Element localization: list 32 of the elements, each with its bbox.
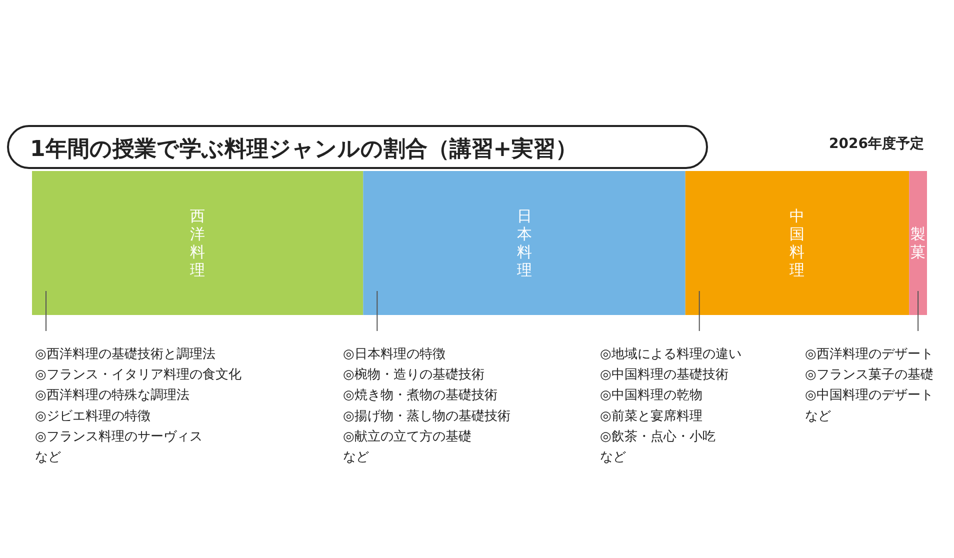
bar [32, 171, 364, 315]
bar [909, 171, 927, 315]
text: ◎焼き物・煮物の基礎技術 [343, 388, 498, 404]
text: など [805, 408, 831, 424]
chart-title: 1年間の授業で学ぶ料理ジャンルの割合（講習+実習） [30, 136, 578, 162]
text: ◎フランス料理のサーヴィス [35, 429, 202, 444]
series-label: 製菓 [910, 225, 926, 261]
text: ◎中国料理の乾物 [600, 388, 702, 404]
text: ◎ジビエ料理の特徴 [35, 408, 150, 424]
text: ◎西洋料理の基礎技術と調理法 [35, 347, 216, 362]
text: など [600, 450, 626, 465]
text: ◎飲茶・点心・小吃 [600, 428, 716, 444]
text: ◎中国料理の基礎技術 [600, 368, 728, 383]
series-label: 日本料理 [516, 207, 532, 279]
series-label: 中国料理 [790, 207, 805, 279]
text: ◎椀物・造りの基礎技術 [343, 368, 484, 383]
text: ◎西洋料理のデザート [805, 347, 934, 362]
text: ◎献立の立て方の基礎 [343, 428, 472, 444]
text: ◎前菜と宴席料理 [600, 408, 702, 424]
text: ◎フランス・イタリア料理の食文化 [35, 368, 242, 383]
text: ◎中国料理のデザート [805, 388, 934, 404]
text: ◎西洋料理の特殊な調理法 [35, 388, 190, 404]
bar [363, 171, 686, 315]
bar [685, 171, 910, 315]
chart-subtitle: 2026年度予定 [829, 135, 924, 152]
text: ◎地域による料理の違い [600, 347, 742, 362]
text: ◎揚げ物・蒸し物の基礎技術 [343, 408, 510, 424]
text: など [35, 450, 61, 465]
series-label: 西洋料理 [190, 207, 206, 279]
text: など [343, 450, 369, 465]
text: ◎日本料理の特徴 [343, 347, 446, 362]
text: ◎フランス菓子の基礎 [805, 368, 934, 383]
